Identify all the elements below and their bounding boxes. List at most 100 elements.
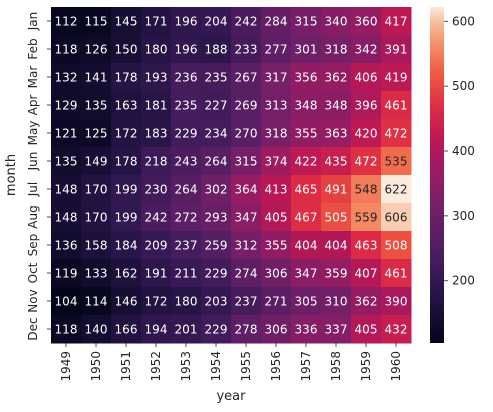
heatmap-cell <box>201 119 232 148</box>
cell-value-label: 204 <box>205 15 228 29</box>
heatmap-cell <box>261 35 292 64</box>
cell-value-label: 622 <box>385 183 408 197</box>
y-tick-label: Mar <box>26 66 40 89</box>
heatmap-cell <box>51 203 82 232</box>
cell-value-label: 191 <box>145 267 168 281</box>
cell-value-label: 184 <box>115 239 138 253</box>
heatmap-cell <box>141 175 172 204</box>
cell-value-label: 559 <box>355 211 378 225</box>
cell-value-label: 356 <box>295 71 318 85</box>
cell-value-label: 284 <box>265 15 288 29</box>
cell-value-label: 337 <box>325 323 348 337</box>
cell-value-label: 114 <box>85 295 108 309</box>
heatmap-cell <box>111 315 142 344</box>
heatmap-cell <box>201 7 232 36</box>
heatmap-cell <box>111 287 142 316</box>
heatmap-cell <box>381 63 412 92</box>
cell-value-label: 318 <box>325 43 348 57</box>
cell-value-label: 340 <box>325 15 348 29</box>
cell-value-label: 269 <box>235 99 258 113</box>
cell-value-label: 435 <box>325 155 348 169</box>
colorbar-tick-label: 300 <box>452 209 475 223</box>
cell-value-label: 237 <box>235 295 258 309</box>
cell-value-label: 163 <box>115 99 138 113</box>
cell-value-label: 315 <box>295 15 318 29</box>
cell-value-label: 461 <box>385 99 408 113</box>
heatmap-cell <box>291 7 322 36</box>
heatmap-cell <box>201 63 232 92</box>
heatmap-cell <box>111 203 142 232</box>
cell-value-label: 306 <box>265 323 288 337</box>
heatmap-cell <box>81 91 112 120</box>
cell-value-label: 420 <box>355 127 378 141</box>
y-tick-label: May <box>26 121 40 146</box>
cell-value-label: 406 <box>355 71 378 85</box>
cell-value-label: 118 <box>55 43 78 57</box>
cell-value-label: 362 <box>355 295 378 309</box>
cell-value-label: 535 <box>385 155 408 169</box>
cell-value-label: 312 <box>235 239 258 253</box>
heatmap-cell <box>321 7 352 36</box>
y-tick-label: Nov <box>26 289 40 312</box>
heatmap-cell <box>321 315 352 344</box>
cell-value-label: 432 <box>385 323 408 337</box>
heatmap-cell <box>141 147 172 176</box>
cell-value-label: 336 <box>295 323 318 337</box>
cell-value-label: 359 <box>325 267 348 281</box>
cell-value-label: 148 <box>55 183 78 197</box>
heatmap-cell <box>141 231 172 260</box>
heatmap-cell <box>291 63 322 92</box>
cell-value-label: 234 <box>205 127 228 141</box>
x-axis-ticks: 1949 1950 1951 1952 1953 1954 1955 1956 1957 1958… <box>59 343 403 382</box>
heatmap-cell <box>351 147 382 176</box>
x-tick-label: 1954 <box>209 351 223 382</box>
heatmap-cell <box>291 91 322 120</box>
y-tick-label: Jul <box>26 182 40 197</box>
cell-value-label: 355 <box>265 239 288 253</box>
heatmap-cell <box>381 91 412 120</box>
cell-value-label: 301 <box>295 43 318 57</box>
cell-value-label: 278 <box>235 323 258 337</box>
heatmap-cell <box>51 35 82 64</box>
cell-value-label: 264 <box>205 155 228 169</box>
cell-value-label: 172 <box>145 295 168 309</box>
y-tick-label: Jun <box>26 152 40 172</box>
cell-value-label: 227 <box>205 99 228 113</box>
heatmap-cell <box>291 147 322 176</box>
heatmap-cell <box>231 315 262 344</box>
cell-value-label: 112 <box>55 15 78 29</box>
heatmap-cell <box>141 259 172 288</box>
heatmap-cell <box>381 203 412 232</box>
x-axis-label: year <box>216 389 246 404</box>
heatmap-cell <box>231 7 262 36</box>
cell-value-label: 606 <box>385 211 408 225</box>
cell-value-label: 348 <box>325 99 348 113</box>
heatmap-cell <box>321 203 352 232</box>
x-tick-label: 1955 <box>239 351 253 382</box>
heatmap-cell <box>141 7 172 36</box>
heatmap-cell <box>171 119 202 148</box>
cell-value-label: 193 <box>145 71 168 85</box>
heatmap-cell <box>81 287 112 316</box>
heatmap-cell <box>351 119 382 148</box>
heatmap-cell <box>51 63 82 92</box>
heatmap-cell <box>291 259 322 288</box>
cell-value-label: 422 <box>295 155 318 169</box>
cell-value-label: 363 <box>325 127 348 141</box>
heatmap-cell <box>351 231 382 260</box>
heatmap-cell <box>171 259 202 288</box>
cell-value-label: 235 <box>175 99 198 113</box>
heatmap-cell <box>51 287 82 316</box>
cell-value-label: 150 <box>115 43 138 57</box>
heatmap-cell <box>321 175 352 204</box>
cell-value-label: 242 <box>235 15 258 29</box>
colorbar <box>430 7 444 343</box>
heatmap-cell <box>111 175 142 204</box>
heatmap-cell <box>291 315 322 344</box>
heatmap-cell <box>231 259 262 288</box>
heatmap-cell <box>231 91 262 120</box>
cell-value-label: 362 <box>325 71 348 85</box>
x-tick-label: 1953 <box>179 351 193 382</box>
cell-value-label: 465 <box>295 183 318 197</box>
